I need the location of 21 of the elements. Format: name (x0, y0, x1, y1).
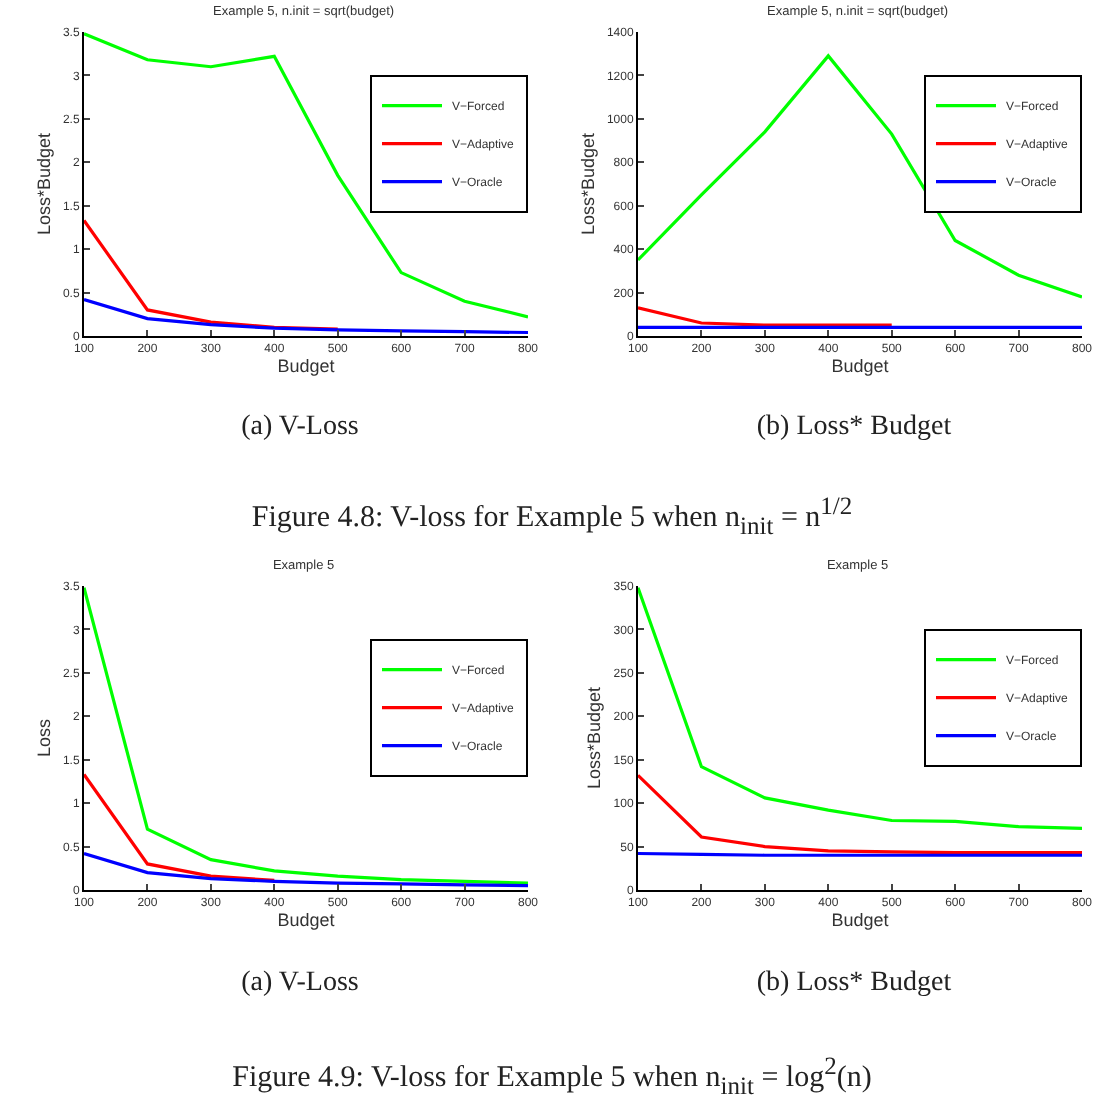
y-axis-title: Loss*Budget (33, 131, 54, 236)
line-series (84, 772, 276, 883)
x-axis-title: Budget (831, 356, 890, 377)
y-axis-title: Loss*Budget (577, 131, 598, 236)
line-series (84, 32, 528, 319)
x-axis-title: Budget (277, 910, 336, 931)
y-axis-title: Loss (33, 717, 54, 758)
text: (b) Loss* Budget (756, 968, 952, 1000)
line-series (638, 586, 1082, 830)
y-axis-title: Loss*Budget (584, 685, 605, 790)
caption: Figure 4.8: V-loss for Example 5 when n$_{init}$ = n$^{1/2}$ (251, 492, 853, 542)
text: (a) V-Loss (241, 412, 359, 444)
line-series (638, 54, 1082, 299)
text: (a) V-Loss (241, 968, 359, 1000)
x-axis-title: Budget (831, 910, 890, 931)
text: (b) Loss* Budget (756, 412, 952, 444)
caption: Figure 4.9: V-loss for Example 5 when n$_{init}$ = log$^{2}$(n) (232, 1052, 872, 1102)
line-series (84, 586, 528, 885)
line-series (638, 773, 1082, 855)
x-axis-title: Budget (277, 356, 336, 377)
line-series (84, 218, 340, 331)
